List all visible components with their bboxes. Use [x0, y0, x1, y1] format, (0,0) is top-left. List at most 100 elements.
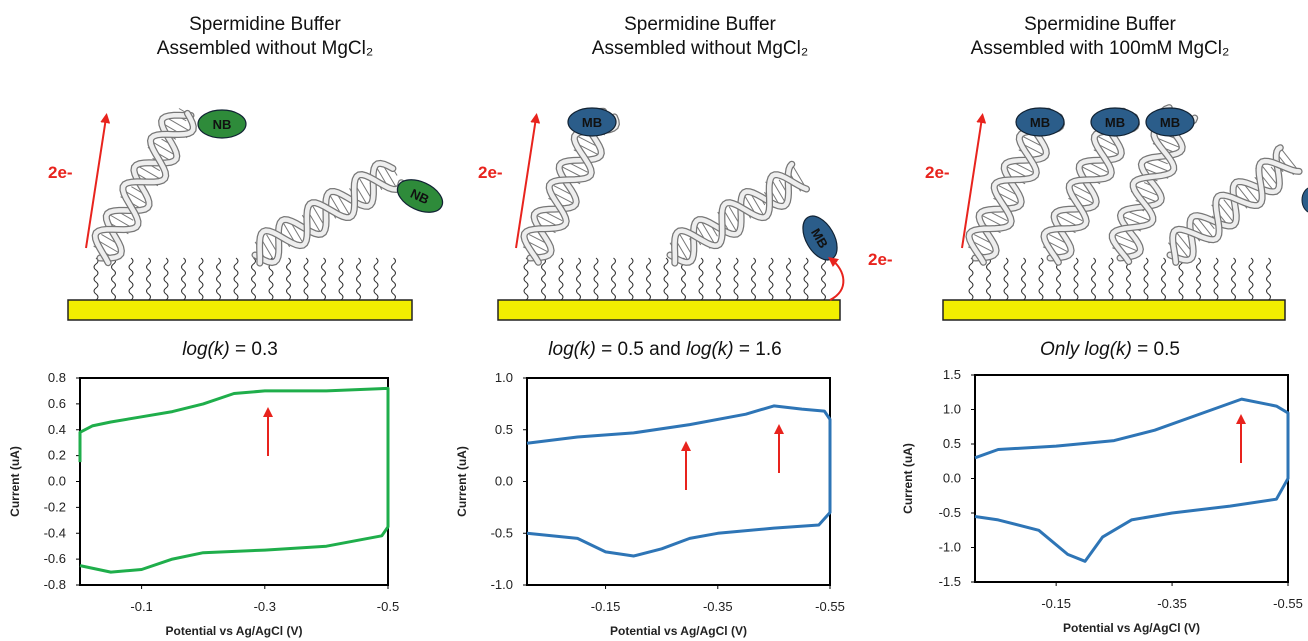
linker — [1161, 257, 1166, 301]
panel-title: Spermidine Buffer — [189, 14, 341, 35]
linker — [1196, 257, 1201, 301]
x-tick-label: -0.55 — [1273, 596, 1303, 611]
linker — [663, 257, 669, 301]
caption-part: log(k) — [1084, 339, 1132, 360]
panel-title: Assembled without MgCl₂ — [157, 38, 373, 59]
linker — [646, 257, 651, 301]
tag-ellipse — [197, 109, 247, 139]
linker — [698, 257, 704, 301]
y-tick-label: 1.0 — [943, 402, 961, 417]
base-pair — [1195, 215, 1215, 240]
y-tick-label: -0.6 — [44, 551, 66, 566]
y-tick-label: -0.2 — [44, 499, 66, 514]
linker — [1073, 257, 1079, 301]
tag-label: MB — [1030, 115, 1050, 130]
gold-surface — [497, 299, 841, 321]
strand — [972, 109, 1051, 261]
y-tick-label: -1.5 — [939, 574, 961, 589]
tag-ellipse — [1015, 107, 1065, 137]
y-axis-label: Current (uA) — [901, 443, 915, 514]
linker — [111, 257, 116, 301]
linker — [251, 257, 256, 301]
caption-part: log(k) — [182, 339, 230, 360]
dna-helix — [666, 160, 810, 267]
electron-label: 2e- — [925, 163, 950, 182]
linker — [768, 257, 774, 301]
y-tick-label: 0.5 — [495, 422, 513, 437]
plot-frame — [79, 377, 389, 586]
redox-tag: MB — [567, 107, 617, 137]
x-axis-label: Potential vs Ag/AgCl (V) — [166, 624, 303, 638]
linker — [303, 257, 309, 301]
y-tick-label: -1.0 — [939, 540, 961, 555]
dna-helix — [1166, 144, 1303, 266]
x-tick-label: -0.55 — [815, 599, 845, 614]
base-pair — [150, 140, 178, 157]
electron-label: 2e- — [868, 250, 893, 269]
linker — [216, 257, 221, 301]
red-arrow — [515, 113, 541, 249]
x-tick-label: -0.35 — [1157, 596, 1187, 611]
linker — [1213, 257, 1219, 301]
linker — [1266, 257, 1271, 301]
x-tick-label: -0.35 — [703, 599, 733, 614]
panel-title: Spermidine Buffer — [1024, 14, 1176, 35]
y-tick-label: -0.5 — [939, 505, 961, 520]
x-tick-label: -0.15 — [1041, 596, 1071, 611]
linker — [611, 257, 616, 301]
x-tick-label: -0.15 — [591, 599, 621, 614]
plot-frame — [974, 374, 1289, 583]
linker — [803, 257, 809, 301]
linker — [576, 257, 581, 301]
linker — [1231, 257, 1236, 301]
redox-tag: NB — [396, 179, 444, 213]
strand — [1047, 109, 1126, 261]
transfer-arrow — [828, 256, 845, 301]
y-tick-label: 1.0 — [495, 370, 513, 385]
linker — [716, 257, 721, 301]
linker — [733, 257, 739, 301]
x-axis-label: Potential vs Ag/AgCl (V) — [1063, 621, 1200, 635]
linker — [1108, 257, 1114, 301]
linker — [751, 257, 756, 301]
electron-label: 2e- — [48, 163, 73, 182]
strand — [1170, 158, 1302, 265]
linker — [391, 257, 396, 301]
caption-part: = 0.3 — [230, 339, 278, 360]
caption-part: = 0.5 and — [596, 339, 686, 360]
y-tick-label: 1.5 — [943, 367, 961, 382]
cv-curve — [526, 404, 832, 558]
dna-helix — [251, 159, 405, 267]
linker — [233, 257, 239, 301]
tag-label: MB — [582, 115, 602, 130]
strand — [92, 111, 196, 265]
linker — [628, 257, 634, 301]
cv-curve — [78, 386, 390, 574]
linker — [181, 257, 186, 301]
panel-title: Assembled with 100mM MgCl₂ — [971, 38, 1230, 59]
redox-tag: MB — [1015, 107, 1065, 137]
x-axis-label: Potential vs Ag/AgCl (V) — [610, 624, 747, 638]
strand — [667, 161, 795, 265]
linker — [286, 257, 291, 301]
caption-part: log(k) — [686, 339, 734, 360]
redox-tag: NB — [197, 109, 247, 139]
strand — [1117, 105, 1185, 261]
linker — [1021, 257, 1026, 301]
tag-label: NB — [408, 186, 431, 208]
gold-surface — [942, 299, 1286, 321]
y-tick-label: 0.2 — [48, 448, 66, 463]
linker — [541, 257, 546, 301]
caption: log(k) = 0.3 — [182, 339, 278, 360]
linker — [593, 257, 599, 301]
tag-ellipse — [396, 179, 444, 213]
tag-label: MB — [1160, 115, 1180, 130]
linker — [146, 257, 151, 301]
y-tick-label: -0.5 — [491, 525, 513, 540]
linker — [821, 257, 826, 301]
tag-ellipse — [1090, 107, 1140, 137]
caption: log(k) = 0.5 and log(k) = 1.6 — [548, 339, 781, 360]
linker — [356, 257, 361, 301]
plot-frame — [526, 377, 831, 586]
